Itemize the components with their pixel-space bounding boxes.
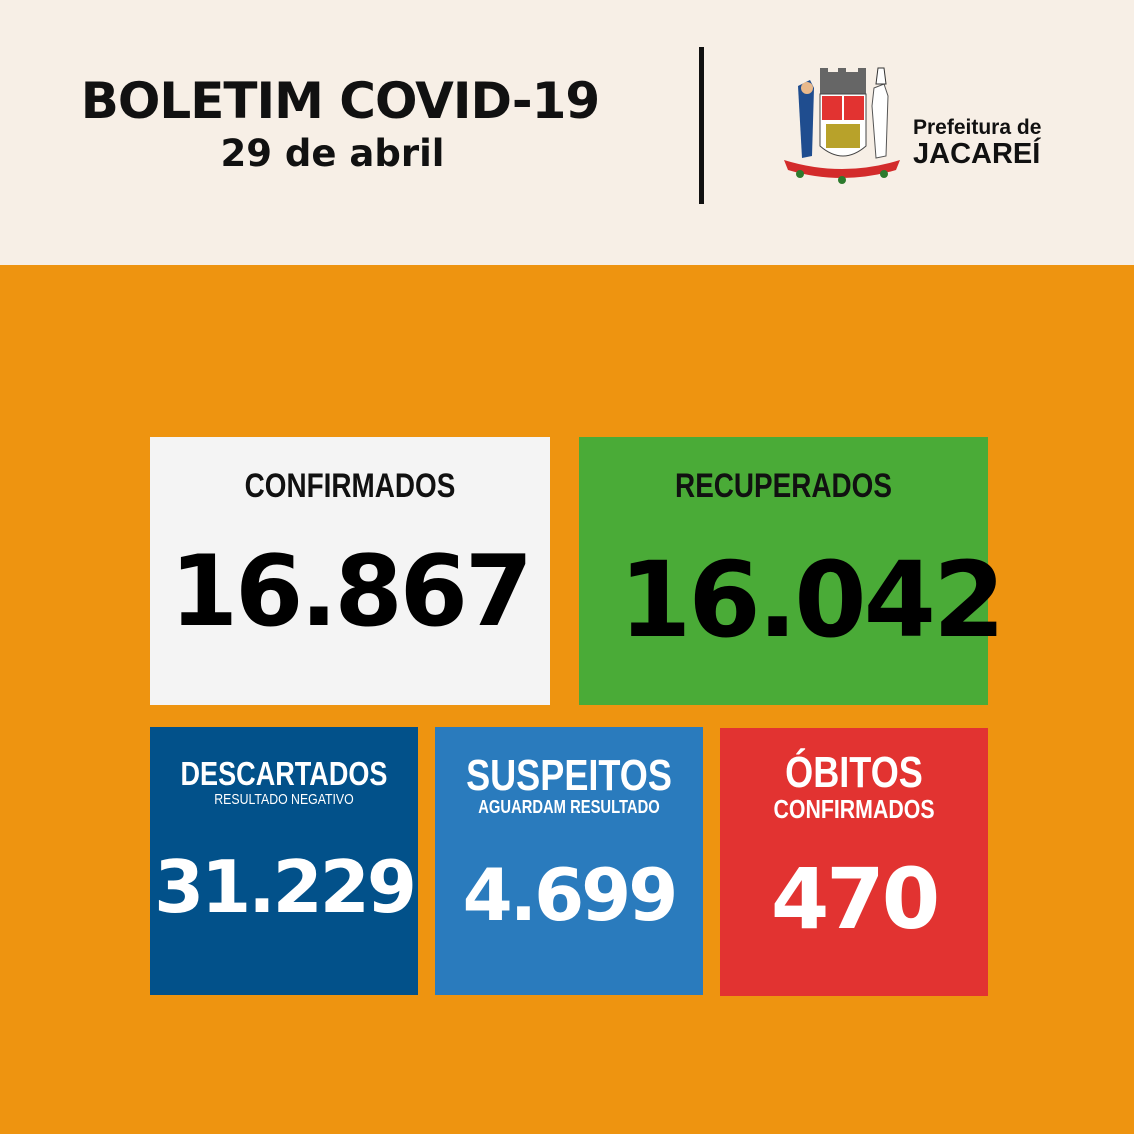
card-label: RECUPERADOS [675, 467, 892, 505]
card-descartados: DESCARTADOS RESULTADO NEGATIVO 31.229 [150, 727, 418, 995]
card-value: 4.699 [462, 853, 679, 937]
card-recuperados: RECUPERADOS 16.042 [579, 437, 1005, 705]
card-obitos: ÓBITOS CONFIRMADOS 470 [720, 728, 988, 996]
header: BOLETIM COVID-19 29 de abril Prefeitura … [0, 0, 1134, 265]
card-label: DESCARTADOS [180, 755, 388, 792]
divider [699, 47, 704, 204]
card-sublabel: AGUARDAM RESULTADO [478, 797, 660, 817]
card-sublabel: RESULTADO NEGATIVO [214, 791, 354, 808]
card-sublabel: CONFIRMADOS [773, 794, 935, 824]
city-crest-logo [784, 67, 900, 184]
logo-city: JACAREÍ [913, 138, 1041, 170]
card-label: SUSPEITOS [466, 751, 672, 800]
bulletin-date: 29 de abril [220, 132, 445, 175]
bulletin-title: BOLETIM COVID-19 [80, 72, 600, 130]
card-value: 470 [770, 850, 940, 948]
card-confirmados: CONFIRMADOS 16.867 [150, 437, 550, 705]
card-value: 16.042 [619, 539, 1005, 661]
logo-prefix: Prefeitura de [913, 116, 1042, 139]
card-value: 31.229 [154, 845, 417, 929]
card-label: ÓBITOS [785, 748, 923, 797]
card-suspeitos: SUSPEITOS AGUARDAM RESULTADO 4.699 [435, 727, 703, 995]
card-value: 16.867 [169, 535, 533, 649]
card-label: CONFIRMADOS [244, 467, 456, 505]
